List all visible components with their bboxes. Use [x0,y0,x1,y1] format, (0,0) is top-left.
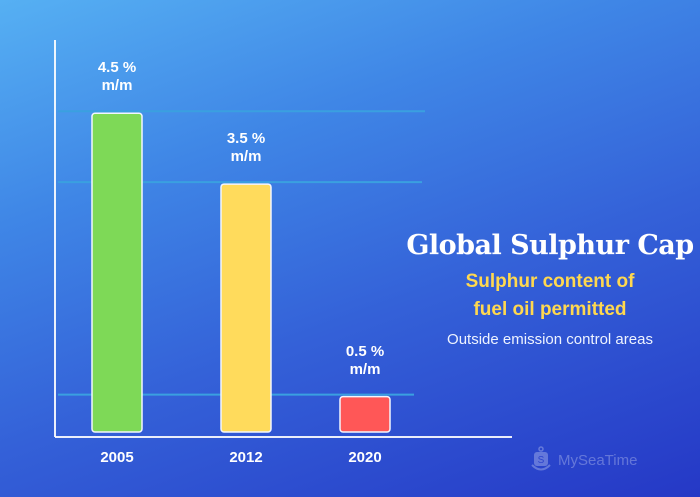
data-label-value: 4.5 % [97,59,137,77]
brand-logo-text: MySeaTime [558,451,638,469]
data-label-unit: m/m [101,77,133,95]
x-tick-label-2012: 2012 [229,449,263,466]
data-label-value: 0.5 % [345,342,385,360]
data-label-2012: 3.5 % m/m [201,130,291,166]
bar-2020 [339,395,391,433]
bar-2012 [220,183,272,433]
data-label-2020: 0.5 % m/m [320,343,410,379]
chart-subtitle-line-2: fuel oil permitted [473,299,627,320]
chart-subtitle-line-1: Sulphur content of [465,271,635,292]
data-label-value: 3.5 % [226,130,266,148]
brand-logo: S MySeaTime [530,446,637,474]
anchor-s-icon: S [531,446,551,471]
chart-note: Outside emission control areas [447,331,653,348]
x-tick-label-2020: 2020 [348,449,382,466]
x-tick-label-2005: 2005 [100,449,134,466]
svg-text:S: S [538,455,545,466]
bar-2005 [91,112,143,433]
data-label-2005: 4.5 % m/m [72,59,162,95]
chart-title: Global Sulphur Cap [406,230,694,261]
data-label-unit: m/m [230,148,262,166]
data-label-unit: m/m [349,360,381,378]
